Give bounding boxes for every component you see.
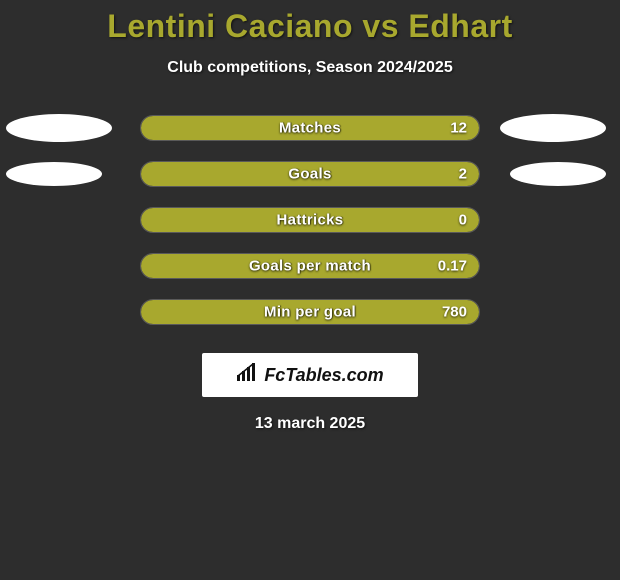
stat-row: Goals per match0.17 (0, 243, 620, 289)
comparison-subtitle: Club competitions, Season 2024/2025 (0, 59, 620, 77)
stat-label: Hattricks (141, 212, 479, 229)
player-left-chip (6, 114, 112, 142)
player-right-chip (510, 162, 606, 186)
stat-value: 2 (459, 166, 467, 183)
stat-bar: Hattricks0 (140, 207, 480, 233)
player-left-chip (6, 162, 102, 186)
stat-value: 780 (442, 304, 467, 321)
stat-bar: Goals per match0.17 (140, 253, 480, 279)
stat-row: Matches12 (0, 105, 620, 151)
stat-label: Matches (141, 120, 479, 137)
stat-bar: Matches12 (140, 115, 480, 141)
barchart-icon (236, 363, 258, 388)
stat-bar: Min per goal780 (140, 299, 480, 325)
stat-bar: Goals2 (140, 161, 480, 187)
stat-label: Goals per match (141, 258, 479, 275)
stat-row: Min per goal780 (0, 289, 620, 335)
comparison-title: Lentini Caciano vs Edhart (0, 0, 620, 45)
stat-value: 12 (450, 120, 467, 137)
stat-value: 0 (459, 212, 467, 229)
stat-label: Min per goal (141, 304, 479, 321)
player-right-chip (500, 114, 606, 142)
logo-box[interactable]: FcTables.com (202, 353, 418, 397)
stat-value: 0.17 (438, 258, 467, 275)
stat-label: Goals (141, 166, 479, 183)
stat-rows: Matches12 Goals2 Hattricks0 Goals per match… (0, 105, 620, 335)
stat-row: Goals2 (0, 151, 620, 197)
logo-text: FcTables.com (264, 365, 383, 386)
snapshot-date: 13 march 2025 (0, 415, 620, 433)
stat-row: Hattricks0 (0, 197, 620, 243)
